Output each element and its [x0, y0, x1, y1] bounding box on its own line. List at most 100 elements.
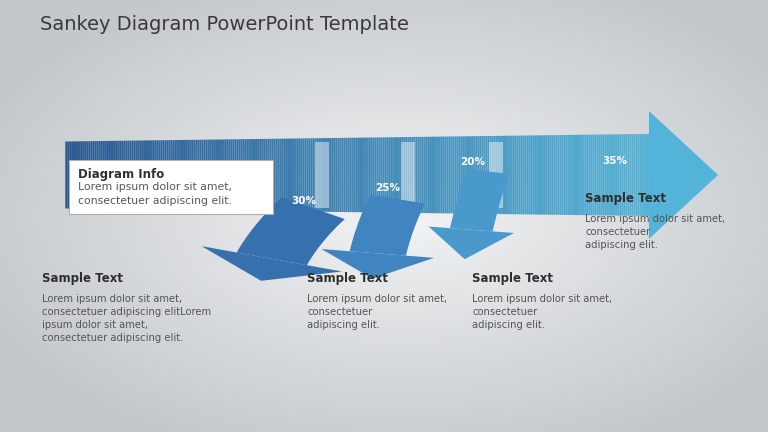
- Polygon shape: [641, 134, 643, 216]
- Polygon shape: [384, 137, 386, 213]
- Polygon shape: [581, 135, 583, 215]
- Polygon shape: [124, 141, 126, 209]
- Polygon shape: [320, 138, 322, 212]
- Polygon shape: [386, 137, 389, 213]
- Polygon shape: [149, 140, 151, 210]
- Polygon shape: [355, 138, 357, 212]
- Polygon shape: [493, 136, 495, 214]
- FancyBboxPatch shape: [69, 160, 273, 214]
- Polygon shape: [141, 140, 143, 210]
- Polygon shape: [408, 137, 409, 213]
- Polygon shape: [544, 135, 546, 215]
- Polygon shape: [422, 137, 423, 213]
- Polygon shape: [188, 140, 190, 210]
- Polygon shape: [260, 139, 262, 211]
- Polygon shape: [234, 139, 237, 211]
- Polygon shape: [598, 134, 601, 216]
- Polygon shape: [233, 139, 234, 211]
- Polygon shape: [551, 135, 554, 215]
- Polygon shape: [240, 139, 243, 211]
- Polygon shape: [184, 140, 186, 210]
- Polygon shape: [147, 140, 149, 210]
- Polygon shape: [351, 138, 353, 212]
- Polygon shape: [400, 137, 402, 213]
- Polygon shape: [499, 136, 501, 214]
- Text: 20%: 20%: [460, 157, 485, 167]
- Polygon shape: [121, 141, 124, 209]
- Polygon shape: [211, 140, 214, 210]
- Polygon shape: [73, 141, 75, 209]
- Polygon shape: [450, 169, 509, 232]
- Polygon shape: [347, 138, 349, 212]
- Polygon shape: [568, 135, 569, 215]
- Polygon shape: [194, 140, 196, 210]
- Polygon shape: [452, 137, 455, 213]
- Text: Sample Text: Sample Text: [307, 272, 388, 285]
- Polygon shape: [532, 135, 535, 215]
- Polygon shape: [209, 140, 211, 210]
- Polygon shape: [301, 138, 303, 212]
- Polygon shape: [540, 135, 542, 215]
- Polygon shape: [593, 135, 594, 215]
- Polygon shape: [634, 134, 635, 216]
- Polygon shape: [445, 137, 447, 213]
- Polygon shape: [431, 137, 433, 213]
- Polygon shape: [277, 139, 280, 211]
- Polygon shape: [484, 136, 485, 214]
- Polygon shape: [223, 140, 225, 210]
- Polygon shape: [441, 137, 442, 213]
- Polygon shape: [84, 141, 87, 209]
- Polygon shape: [526, 136, 528, 214]
- Polygon shape: [401, 142, 415, 208]
- Polygon shape: [68, 141, 69, 209]
- Polygon shape: [359, 138, 361, 212]
- Polygon shape: [554, 135, 555, 215]
- Polygon shape: [476, 136, 478, 214]
- Polygon shape: [429, 226, 514, 259]
- Polygon shape: [361, 138, 363, 212]
- Polygon shape: [521, 136, 522, 214]
- Polygon shape: [645, 134, 647, 216]
- Polygon shape: [396, 137, 398, 213]
- Polygon shape: [108, 141, 110, 209]
- Text: 25%: 25%: [376, 183, 400, 193]
- Polygon shape: [489, 136, 492, 214]
- Polygon shape: [425, 137, 427, 213]
- Polygon shape: [353, 138, 355, 212]
- Text: Lorem ipsum dolor sit amet,
consectetuer
adipiscing elit.: Lorem ipsum dolor sit amet, consectetuer…: [307, 294, 447, 330]
- Polygon shape: [372, 137, 375, 213]
- Polygon shape: [157, 140, 159, 210]
- Polygon shape: [309, 138, 310, 212]
- Polygon shape: [626, 134, 627, 216]
- Polygon shape: [252, 139, 254, 211]
- Polygon shape: [437, 137, 439, 213]
- Polygon shape: [306, 138, 309, 212]
- Polygon shape: [174, 140, 176, 210]
- Polygon shape: [530, 136, 532, 215]
- Polygon shape: [92, 141, 94, 209]
- Polygon shape: [120, 141, 121, 209]
- Polygon shape: [295, 139, 296, 211]
- Polygon shape: [503, 136, 505, 214]
- Polygon shape: [404, 137, 406, 213]
- Polygon shape: [163, 140, 164, 210]
- Polygon shape: [204, 140, 205, 210]
- Text: Sankey Diagram PowerPoint Template: Sankey Diagram PowerPoint Template: [40, 15, 409, 34]
- Polygon shape: [635, 134, 637, 216]
- Polygon shape: [110, 141, 112, 209]
- Text: Lorem ipsum dolor sit amet,
consectetuer adipiscing elitLorem
ipsum dolor sit am: Lorem ipsum dolor sit amet, consectetuer…: [42, 294, 211, 343]
- Polygon shape: [382, 137, 384, 213]
- Polygon shape: [583, 135, 584, 215]
- Text: Lorem ipsum dolor sit amet,
consectetuer
adipiscing elit.: Lorem ipsum dolor sit amet, consectetuer…: [472, 294, 612, 330]
- Polygon shape: [91, 141, 92, 209]
- Polygon shape: [176, 140, 178, 210]
- Text: Sample Text: Sample Text: [585, 192, 666, 205]
- Polygon shape: [617, 134, 620, 216]
- Polygon shape: [289, 139, 291, 211]
- Text: Lorem ipsum dolor sit amet,
consectetuer adipiscing elit.: Lorem ipsum dolor sit amet, consectetuer…: [78, 182, 233, 206]
- Polygon shape: [153, 140, 155, 210]
- Polygon shape: [357, 138, 359, 212]
- Polygon shape: [379, 137, 380, 213]
- Polygon shape: [631, 134, 634, 216]
- Polygon shape: [281, 139, 283, 211]
